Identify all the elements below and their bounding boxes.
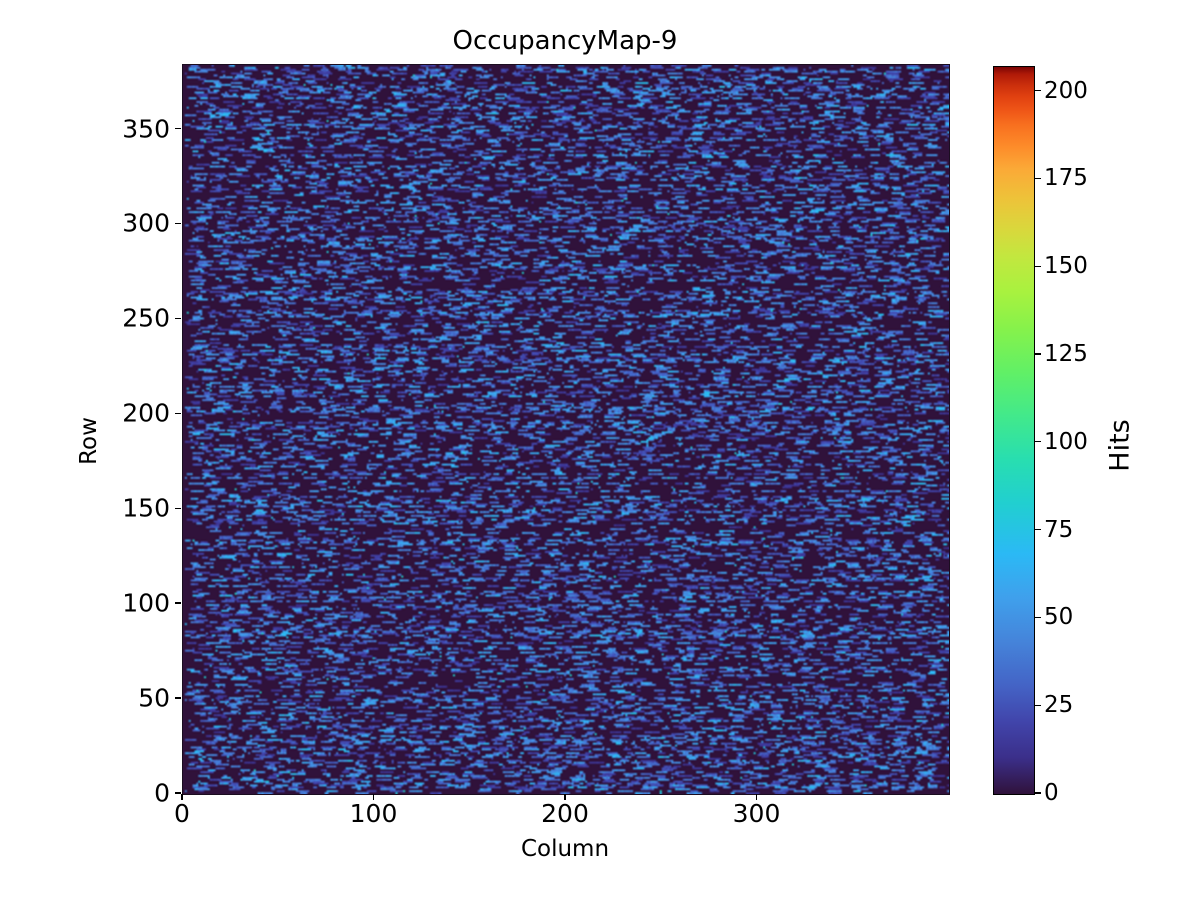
y-tick-label: 200 (122, 398, 170, 428)
y-tick-label: 300 (122, 208, 170, 238)
x-tick-label: 200 (541, 799, 589, 828)
colorbar (993, 66, 1035, 795)
y-tick-label: 350 (122, 114, 170, 144)
colorbar-tick-label: 75 (1044, 516, 1074, 543)
colorbar-tick-label: 0 (1044, 780, 1059, 806)
y-tick-label: 0 (154, 778, 170, 808)
colorbar-tick-label: 200 (1044, 77, 1088, 104)
colorbar-tick-mark (1035, 177, 1041, 180)
y-tick-label: 100 (122, 588, 170, 618)
y-tick-mark (175, 792, 181, 794)
y-tick-label: 150 (122, 493, 170, 523)
x-tick-mark (564, 794, 566, 800)
colorbar-tick-mark (1035, 265, 1041, 267)
colorbar-tick-mark (1035, 441, 1041, 443)
y-tick-mark (175, 127, 181, 130)
y-tick-mark (175, 507, 181, 509)
heatmap-axes (182, 64, 950, 795)
y-tick-label: 50 (138, 683, 170, 713)
colorbar-tick-label: 175 (1044, 165, 1088, 192)
y-tick-mark (175, 697, 181, 699)
colorbar-tick-label: 125 (1044, 340, 1088, 367)
colorbar-tick-mark (1035, 528, 1041, 531)
colorbar-tick-mark (1035, 353, 1041, 355)
colorbar-tick-mark (1035, 704, 1041, 706)
colorbar-tick-label: 25 (1044, 692, 1074, 719)
y-tick-mark (175, 602, 181, 604)
x-tick-label: 300 (732, 799, 781, 828)
colorbar-tick-mark (1035, 616, 1041, 619)
colorbar-tick-mark (1035, 89, 1041, 92)
colorbar-tick-label: 100 (1044, 428, 1088, 455)
x-tick-label: 100 (349, 799, 398, 828)
y-tick-mark (175, 222, 181, 225)
colorbar-tick-mark (1035, 792, 1041, 794)
colorbar-label: Hits (1104, 419, 1136, 472)
x-tick-mark (755, 794, 758, 800)
x-tick-mark (181, 794, 183, 800)
occupancy-heatmap-image (183, 65, 949, 794)
page-title: OccupancyMap-9 (452, 26, 678, 56)
y-tick-mark (175, 412, 181, 414)
x-axis-label: Column (520, 836, 610, 862)
y-axis-label: Row (76, 417, 102, 465)
colorbar-gradient (994, 67, 1034, 794)
y-tick-mark (175, 317, 181, 320)
colorbar-tick-label: 50 (1044, 604, 1074, 631)
y-tick-label: 250 (122, 303, 170, 333)
x-tick-label: 0 (174, 799, 190, 828)
x-tick-mark (372, 794, 375, 800)
colorbar-tick-label: 150 (1044, 253, 1088, 280)
